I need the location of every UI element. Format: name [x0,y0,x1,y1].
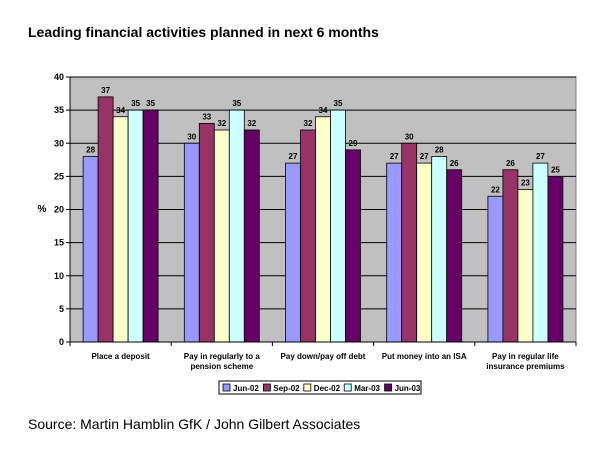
bar-jun-03 [142,109,159,343]
chart-title: Leading financial activities planned in … [28,24,379,40]
y-tick-label: 0 [59,337,64,347]
data-label: 29 [349,139,358,148]
data-label: 26 [506,159,515,168]
bar-sep-02 [198,122,215,343]
legend-label: Mar-03 [354,384,380,393]
y-tick-label: 35 [54,105,64,115]
data-label: 27 [536,152,545,161]
legend-label: Dec-02 [314,384,341,393]
data-label: 28 [435,146,444,155]
data-label: 35 [131,99,140,108]
bar-jun-02 [487,195,504,343]
bar-mar-03 [532,162,549,343]
bar-sep-02 [401,142,418,343]
y-tick-label: 25 [54,171,64,181]
x-tick-label: pension scheme [190,362,253,371]
bar-jun-02 [82,156,99,343]
bar-dec-02 [315,116,331,343]
legend: Jun-02 Sep-02 Dec-02 Mar-03 Jun-03 [218,380,422,395]
data-label: 32 [217,119,226,128]
bar-dec-02 [213,129,230,343]
y-tick-label: 20 [54,205,64,215]
data-label: 27 [420,152,429,161]
y-tick-label: 15 [54,238,64,248]
legend-label: Sep-02 [273,384,300,393]
bar-jun-03 [547,175,564,343]
data-label: 34 [116,106,125,115]
y-tick-label: 40 [54,72,64,82]
data-label: 32 [304,119,313,128]
bar-sep-02 [502,169,519,343]
legend-label: Jun-03 [395,384,421,393]
bars: 28 37 34 35 35 30 33 32 35 32 27 32 34 35 29 27 30 27 28 26… [82,86,564,343]
x-tick-label: Pay down/pay off debt [281,352,366,361]
axes: 0 5 10 15 20 25 30 35 40 Place a deposit Pay in re… [54,72,577,371]
bar-jun-02 [183,142,200,343]
data-label: 37 [101,86,110,95]
data-label: 35 [232,99,241,108]
data-label: 27 [289,152,298,161]
y-tick-label: 5 [59,304,64,314]
bar-jun-02 [386,162,403,343]
y-tick-label: 10 [54,271,64,281]
x-tick-label: insurance premiums [486,362,565,371]
bar-jun-02 [285,162,301,343]
data-label: 30 [187,132,196,141]
data-label: 23 [521,179,530,188]
y-axis-label: % [38,204,47,215]
bar-mar-03 [431,156,448,343]
legend-swatch [222,383,231,392]
data-label: 35 [334,99,343,108]
bar-mar-03 [330,109,346,343]
data-label: 22 [491,185,500,194]
legend-swatch [303,383,312,392]
x-tick-label: Pay in regular life [492,352,559,361]
source-note: Source: Martin Hamblin GfK / John Gilber… [28,416,361,432]
bar-jun-03 [446,169,463,343]
bar-sep-02 [97,96,114,343]
y-tick-label: 30 [54,138,64,148]
x-tick-label: Put money into an ISA [382,352,467,361]
bar-dec-02 [112,116,129,343]
x-tick-label: Place a deposit [91,352,150,361]
legend-label: Jun-02 [233,384,259,393]
bar-jun-03 [243,129,260,343]
x-tick-label: Pay in regularly to a [184,352,261,361]
bar-dec-02 [416,162,433,343]
data-label: 25 [551,165,560,174]
data-label: 28 [86,146,95,155]
bar-dec-02 [517,189,534,343]
bar-jun-03 [345,149,361,343]
bar-sep-02 [300,129,316,343]
data-label: 35 [146,99,155,108]
data-label: 26 [450,159,459,168]
bar-mar-03 [228,109,245,343]
data-label: 27 [390,152,399,161]
legend-swatch [384,383,393,392]
bar-mar-03 [127,109,144,343]
legend-swatch [262,383,271,392]
legend-swatch [343,383,352,392]
data-label: 33 [202,112,211,121]
data-label: 32 [247,119,256,128]
data-label: 30 [405,132,414,141]
data-label: 34 [319,106,328,115]
